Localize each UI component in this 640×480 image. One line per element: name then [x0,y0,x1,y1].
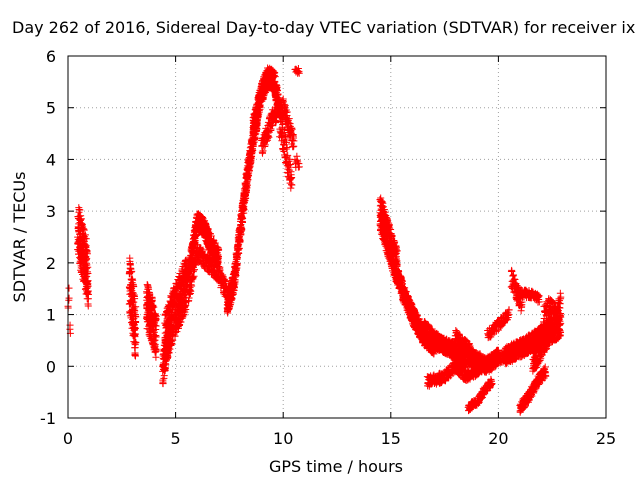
data-point [171,328,179,336]
data-point [131,325,139,333]
data-point [152,353,160,361]
data-point [83,250,91,258]
data-point [84,263,92,271]
data-point [131,323,139,331]
data-point [130,283,138,291]
data-point [132,339,140,347]
data-point [150,303,158,311]
data-point [75,205,83,213]
data-point [84,290,92,298]
data-point [165,349,173,357]
data-point [131,352,139,360]
grid-lines [68,56,606,418]
data-point [151,340,159,348]
data-point [131,295,139,303]
data-point [159,380,167,388]
data-point [83,254,91,262]
data-point [132,303,140,311]
data-points [64,64,565,416]
data-point [129,276,137,284]
data-point [84,302,92,310]
data-point [152,322,160,330]
data-point [131,307,139,315]
chart-title: Day 262 of 2016, Sidereal Day-to-day VTE… [12,18,635,37]
data-point [128,267,136,275]
data-point [148,296,156,304]
data-point [79,225,87,233]
data-point [152,333,160,341]
data-point [173,328,181,336]
data-point [162,360,170,368]
data-point [127,268,135,276]
data-point [152,346,160,354]
data-point [80,226,88,234]
data-point [65,294,73,302]
data-point [65,284,73,292]
data-point [152,312,160,320]
data-point [149,302,157,310]
data-point [84,269,92,277]
data-point [82,235,90,243]
data-point [81,231,89,239]
data-point [177,318,185,326]
data-point [76,206,84,214]
data-point [132,313,140,321]
